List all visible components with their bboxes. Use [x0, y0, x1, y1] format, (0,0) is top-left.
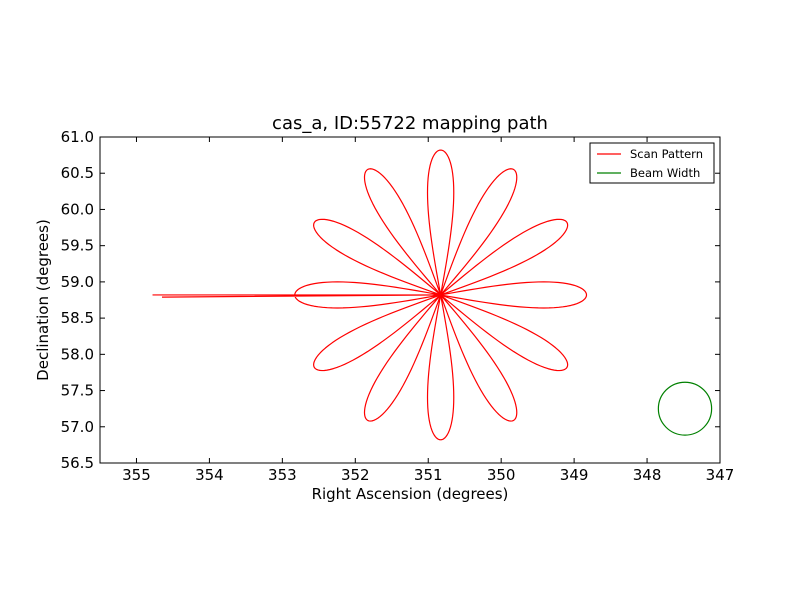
y-tick-label: 57.5	[61, 382, 94, 400]
legend-box	[589, 142, 715, 184]
y-axis-ticks: 56.5 57.0 57.5 58.0 58.5 59.0 59.5 60.0 60.5 61.0	[61, 128, 720, 472]
y-tick-label: 60.0	[61, 200, 94, 218]
scan-pattern-line	[152, 149, 588, 441]
x-tick-label: 354	[195, 466, 224, 484]
legend-label-beam-width: Beam Width	[630, 166, 700, 180]
y-tick-label: 59.0	[61, 273, 94, 291]
x-tick-label: 348	[633, 466, 662, 484]
y-tick-label: 58.5	[61, 309, 94, 327]
y-axis-label: Declination (degrees)	[34, 219, 52, 381]
y-tick-label: 57.0	[61, 418, 94, 436]
x-tick-label: 350	[487, 466, 516, 484]
x-axis-ticks: 355 354 353 352 351 350 349 348 347	[122, 137, 734, 484]
x-axis-label: Right Ascension (degrees)	[312, 485, 509, 503]
y-tick-label: 59.5	[61, 237, 94, 255]
x-tick-label: 353	[268, 466, 297, 484]
chart-title: cas_a, ID:55722 mapping path	[272, 113, 548, 134]
y-tick-label: 61.0	[61, 128, 94, 146]
x-tick-label: 349	[560, 466, 589, 484]
x-tick-label: 347	[706, 466, 735, 484]
y-tick-label: 60.5	[61, 164, 94, 182]
legend: Scan Pattern Beam Width	[589, 142, 715, 184]
x-tick-label: 351	[414, 466, 443, 484]
y-tick-label: 56.5	[61, 454, 94, 472]
x-tick-label: 352	[341, 466, 370, 484]
axes-frame	[99, 136, 721, 464]
beam-width-circle	[657, 381, 713, 436]
y-tick-label: 58.0	[61, 345, 94, 363]
plot-area	[152, 149, 713, 441]
legend-label-scan-pattern: Scan Pattern	[630, 147, 703, 161]
x-tick-label: 355	[122, 466, 151, 484]
